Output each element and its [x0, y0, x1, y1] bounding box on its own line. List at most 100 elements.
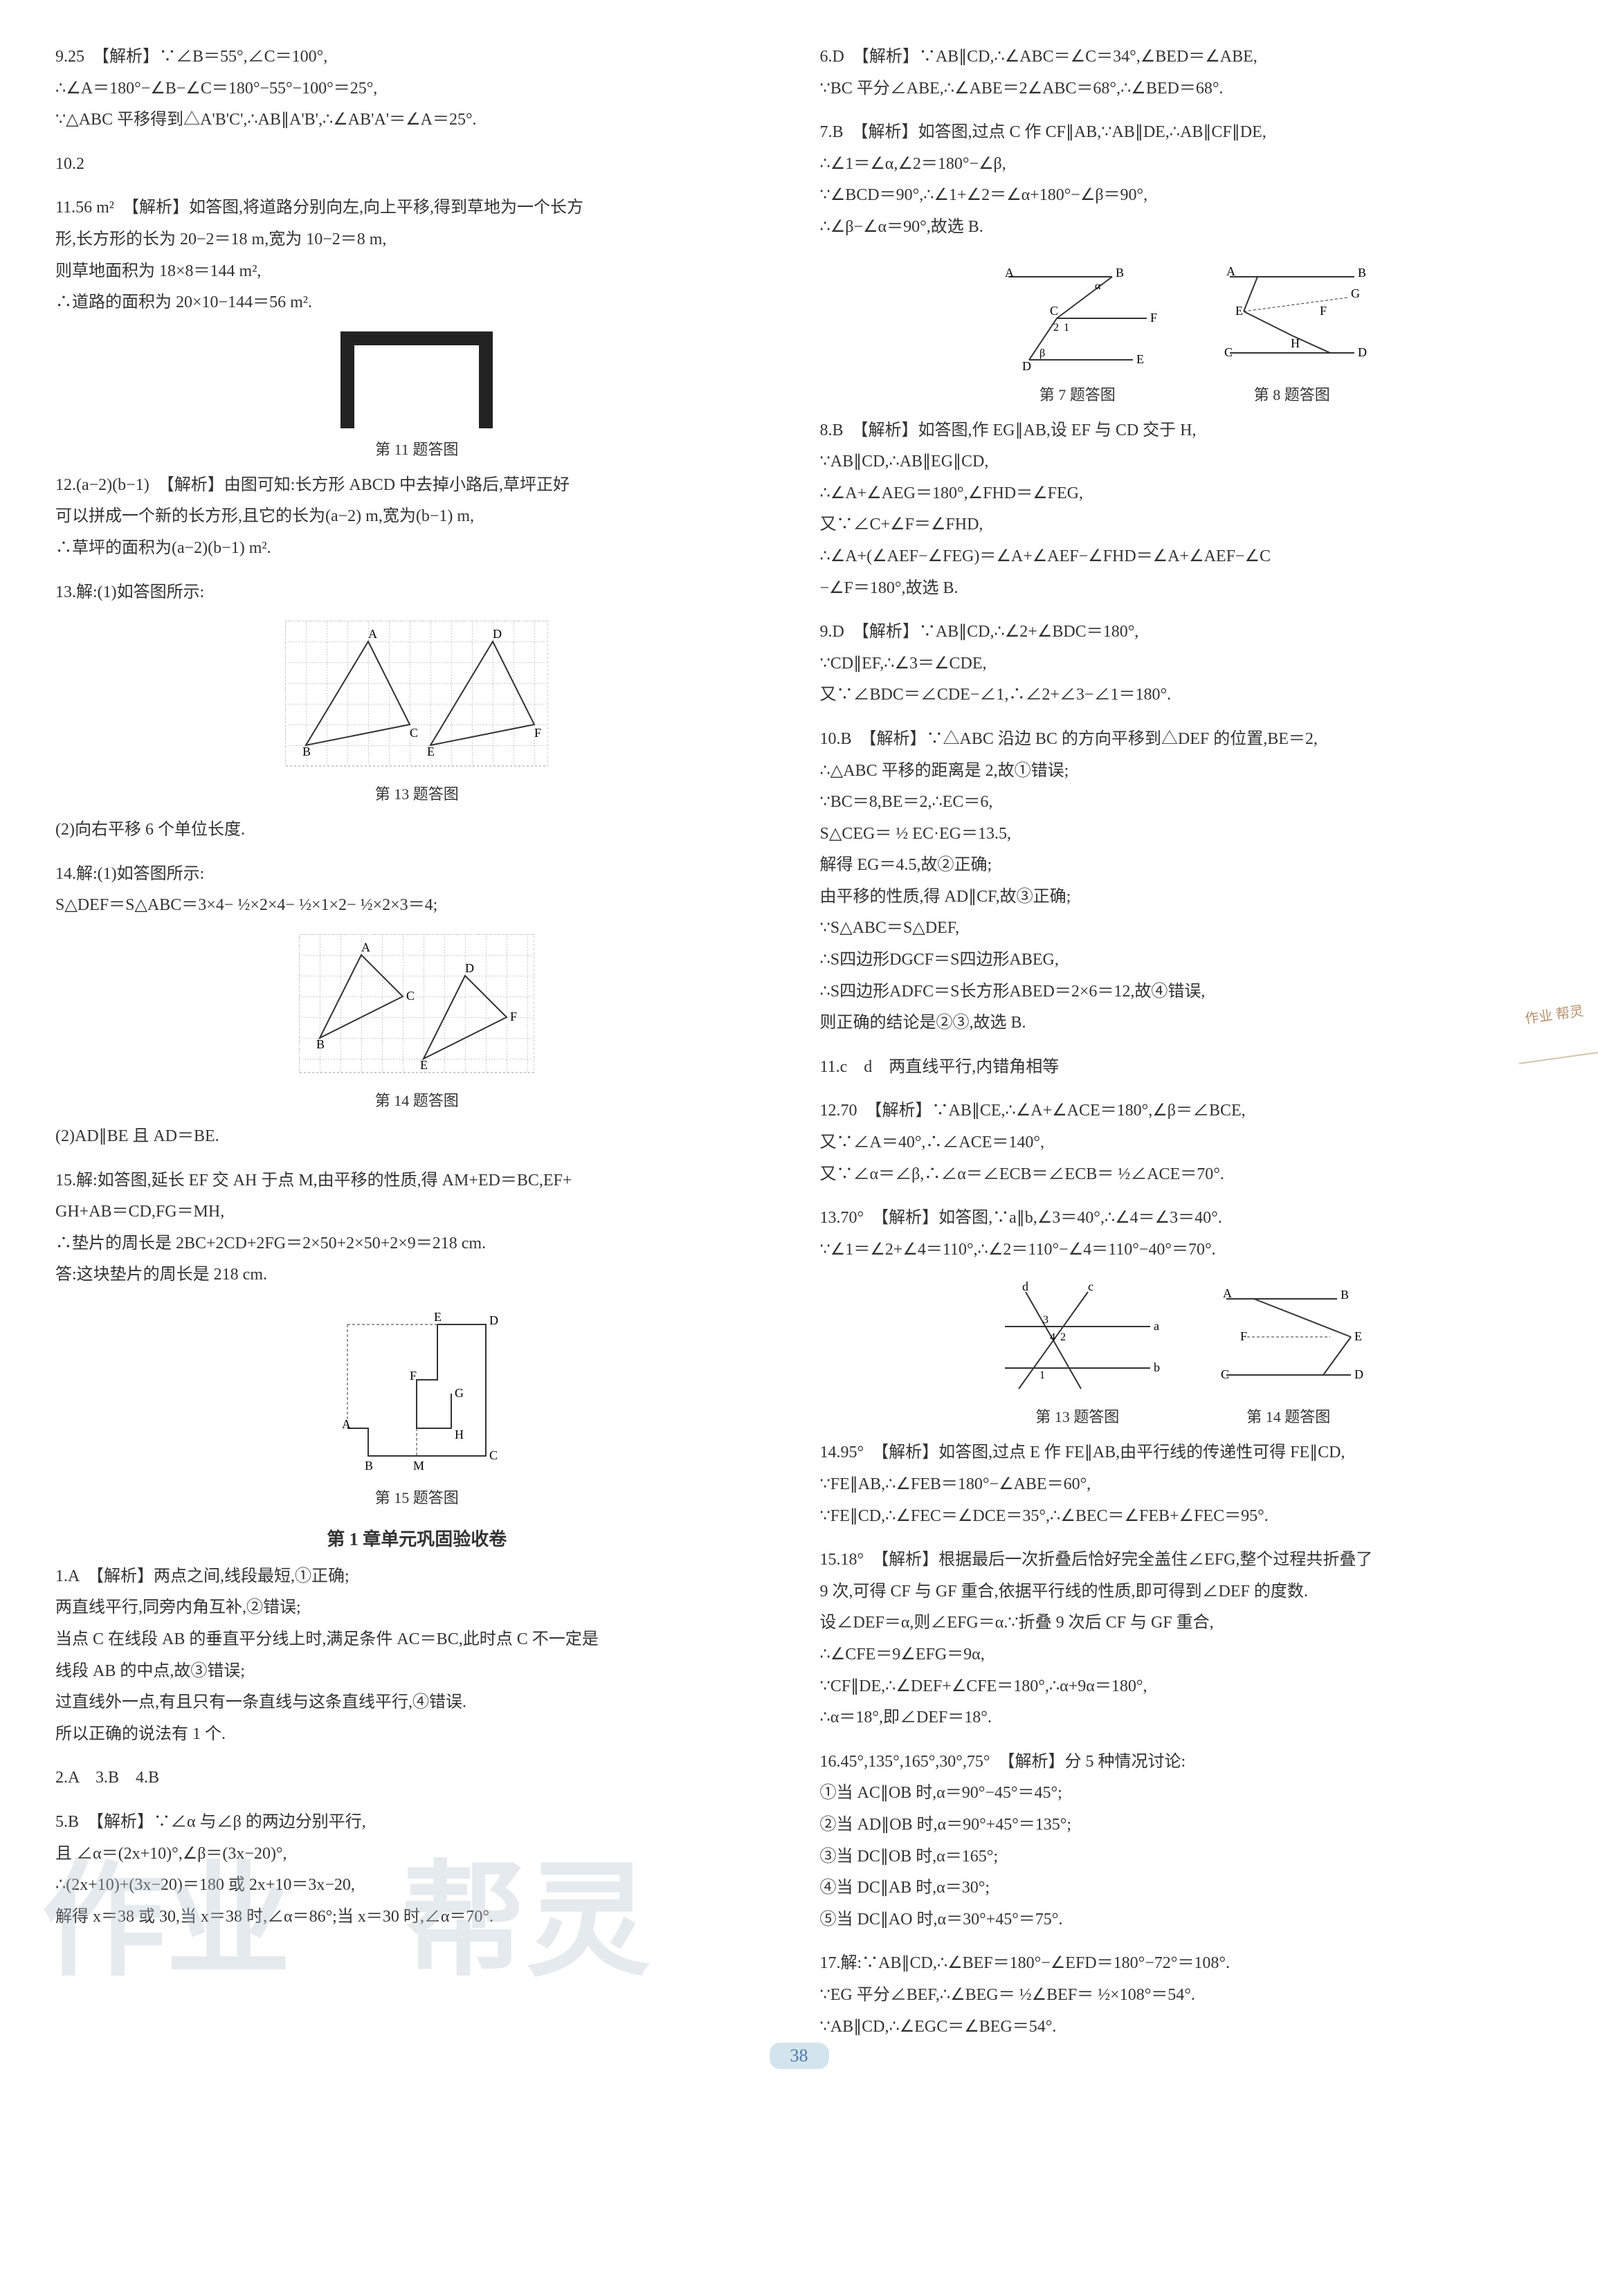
text-line: ∵∠BCD＝90°,∴∠1+∠2＝∠α+180°−∠β＝90°,	[820, 180, 1543, 212]
text-line: ∴草坪的面积为(a−2)(b−1) m².	[55, 533, 779, 565]
svg-text:E: E	[1235, 304, 1243, 318]
text-line: ④当 DC∥AB 时,α＝30°;	[820, 1873, 1543, 1904]
text-line: ∵AB∥CD,∴∠EGC＝∠BEG＝54°.	[820, 2012, 1543, 2043]
svg-text:E: E	[1354, 1329, 1362, 1343]
svg-text:H: H	[455, 1428, 464, 1441]
text-line: 可以拼成一个新的长方形,且它的长为(a−2) m,宽为(b−1) m,	[55, 501, 779, 533]
text-line: ∴S四边形DGCF＝S四边形ABEG,	[820, 945, 1543, 976]
figure-15: AE DB CF GH M 第 15 题答图	[55, 1304, 779, 1508]
solution-text: 13.70° 【解析】如答图,∵a∥b,∠3＝40°,∴∠4＝∠3＝40°. ∵…	[820, 1203, 1543, 1266]
text-line: −∠F＝180°,故选 B.	[820, 573, 1543, 605]
svg-text:1: 1	[1064, 322, 1069, 334]
svg-text:1: 1	[1039, 1369, 1045, 1381]
text-line: 6.D 【解析】∵AB∥CD,∴∠ABC＝∠C＝34°,∠BED＝∠ABE,	[820, 42, 1543, 73]
svg-text:C: C	[1224, 345, 1233, 359]
svg-text:G: G	[1351, 286, 1360, 300]
text-line: 12.(a−2)(b−1) 【解析】由图可知:长方形 ABCD 中去掉小路后,草…	[55, 470, 779, 502]
text-line: 9 次,可得 CF 与 GF 重合,依据平行线的性质,即可得到∠DEF 的度数.	[820, 1576, 1543, 1608]
svg-text:C: C	[406, 989, 415, 1003]
svg-text:F: F	[410, 1369, 417, 1383]
svg-text:D: D	[489, 1313, 498, 1327]
text-line: ∴S四边形ADFC＝S长方形ABED＝2×6＝12,故④错误,	[820, 976, 1543, 1008]
solution-text: 10.2	[55, 149, 779, 181]
svg-text:E: E	[420, 1058, 428, 1072]
text-line: ∵S△ABC＝S△DEF,	[820, 913, 1543, 945]
svg-text:2: 2	[1060, 1331, 1066, 1343]
text-line: ⑤当 DC∥AO 时,α＝30°+45°＝75°.	[820, 1904, 1543, 1936]
solution-text: (2)AD∥BE 且 AD＝BE.	[55, 1121, 779, 1153]
figure-caption: 第 14 题答图	[1206, 1405, 1372, 1427]
text-line: 形,长方形的长为 20−2＝18 m,宽为 10−2＝8 m,	[55, 224, 779, 256]
text-line: 8.B 【解析】如答图,作 EG∥AB,设 EF 与 CD 交于 H,	[820, 415, 1543, 447]
text-line: ②当 AD∥OB 时,α＝90°+45°＝135°;	[820, 1810, 1543, 1841]
svg-text:D: D	[1354, 1367, 1363, 1381]
text-line: 则正确的结论是②③,故选 B.	[820, 1008, 1543, 1039]
figure-13: AB CD EF 第 13 题答图	[55, 621, 779, 804]
text-line: ∴道路的面积为 20×10−144＝56 m².	[55, 287, 779, 319]
text-line: 14.95° 【解析】如答图,过点 E 作 FE∥AB,由平行线的传递性可得 F…	[820, 1437, 1543, 1469]
text-line: ∴∠A＝180°−∠B−∠C＝180°−55°−100°＝25°,	[55, 73, 779, 105]
text-line: 线段 AB 的中点,故③错误;	[55, 1656, 779, 1688]
svg-text:β: β	[1039, 347, 1045, 359]
solution-text: 13.解:(1)如答图所示:	[55, 577, 779, 609]
text-line: ∵AB∥CD,∴AB∥EG∥CD,	[820, 446, 1543, 478]
text-line: 两直线平行,同旁内角互补,②错误;	[55, 1592, 779, 1624]
text-line: 14.解:(1)如答图所示:	[55, 859, 779, 891]
grid-diagram: AB CD EF	[299, 934, 534, 1079]
text-line: S△DEF＝S△ABC＝3×4− ½×2×4− ½×1×2− ½×2×3＝4;	[55, 890, 779, 922]
text-line: 15.解:如答图,延长 EF 交 AH 于点 M,由平移的性质,得 AM+ED＝…	[55, 1165, 779, 1197]
svg-text:D: D	[1022, 359, 1031, 373]
side-tab: 作业 帮灵	[1511, 998, 1598, 1064]
text-line: 解得 x＝38 或 30,当 x＝38 时,∠α＝86°;当 x＝30 时,∠α…	[55, 1902, 779, 1933]
text-line: ①当 AC∥OB 时,α＝90°−45°＝45°;	[820, 1778, 1543, 1810]
text-line: 5.B 【解析】∵∠α 与∠β 的两边分别平行,	[55, 1807, 779, 1839]
text-line: ∴∠A+∠AEG＝180°,∠FHD＝∠FEG,	[820, 478, 1543, 510]
text-line: ∵EG 平分∠BEF,∴∠BEG＝ ½∠BEF＝ ½×108°＝54°.	[820, 1980, 1543, 2012]
svg-text:D: D	[1358, 345, 1367, 359]
text-line: ∵CF∥DE,∴∠DEF+∠CFE＝180°,∴α+9α＝180°,	[820, 1671, 1543, 1703]
angle-diagram: AB CD EF	[1206, 1278, 1372, 1396]
text-line: 9.25 【解析】∵∠B＝55°,∠C＝100°,	[55, 42, 779, 73]
text-line: ∵△ABC 平移得到△A'B'C',∴AB∥A'B',∴∠AB'A'＝∠A＝25…	[55, 104, 779, 136]
text-line: 11.56 m² 【解析】如答图,将道路分别向左,向上平移,得到草地为一个长方	[55, 192, 779, 224]
solution-text: 6.D 【解析】∵AB∥CD,∴∠ABC＝∠C＝34°,∠BED＝∠ABE, ∵…	[820, 42, 1543, 104]
text-line: ∵FE∥AB,∴∠FEB＝180°−∠ABE＝60°,	[820, 1469, 1543, 1501]
solution-text: 17.解:∵AB∥CD,∴∠BEF＝180°−∠EFD＝180°−72°＝108…	[820, 1948, 1543, 2043]
text-line: ∴∠β−∠α＝90°,故选 B.	[820, 212, 1543, 244]
solution-text: 9.D 【解析】∵AB∥CD,∴∠2+∠BDC＝180°, ∵CD∥EF,∴∠3…	[820, 617, 1543, 711]
text-line: ∴∠1＝∠α,∠2＝180°−∠β,	[820, 149, 1543, 181]
text-line: 且 ∠α＝(2x+10)°,∠β＝(3x−20)°,	[55, 1839, 779, 1870]
solution-text: 5.B 【解析】∵∠α 与∠β 的两边分别平行, 且 ∠α＝(2x+10)°,∠…	[55, 1807, 779, 1933]
text-line: ③当 DC∥OB 时,α＝165°;	[820, 1841, 1543, 1873]
text-line: 1.A 【解析】两点之间,线段最短,①正确;	[55, 1561, 779, 1593]
svg-text:A: A	[361, 940, 370, 954]
angle-diagram: AB FC DE α1 2β	[988, 256, 1168, 374]
svg-text:E: E	[434, 1310, 442, 1324]
svg-text:F: F	[1150, 311, 1157, 325]
svg-text:a: a	[1154, 1319, 1159, 1333]
angle-diagram: AB CD EG FH	[1209, 256, 1375, 374]
solution-text: 12.70 【解析】∵AB∥CE,∴∠A+∠ACE＝180°,∠β＝∠BCE, …	[820, 1095, 1543, 1190]
figure-caption: 第 7 题答图	[988, 383, 1168, 405]
figure-caption: 第 8 题答图	[1209, 383, 1375, 405]
solution-text: 2.A 3.B 4.B	[55, 1762, 779, 1794]
svg-text:F: F	[1240, 1329, 1247, 1343]
svg-text:α: α	[1095, 280, 1101, 292]
text-line: 又∵∠A＝40°,∴∠ACE＝140°,	[820, 1127, 1543, 1159]
svg-text:M: M	[413, 1459, 424, 1473]
text-line: 又∵∠BDC＝∠CDE−∠1,∴∠2+∠3−∠1＝180°.	[820, 680, 1543, 711]
text-line: 12.70 【解析】∵AB∥CE,∴∠A+∠ACE＝180°,∠β＝∠BCE,	[820, 1095, 1543, 1127]
svg-text:D: D	[465, 961, 474, 975]
text-line: GH+AB＝CD,FG＝MH,	[55, 1196, 779, 1228]
solution-text: 8.B 【解析】如答图,作 EG∥AB,设 EF 与 CD 交于 H, ∵AB∥…	[820, 415, 1543, 605]
text-line: 则草地面积为 18×8＝144 m²,	[55, 256, 779, 288]
text-line: 7.B 【解析】如答图,过点 C 作 CF∥AB,∵AB∥DE,∴AB∥CF∥D…	[820, 117, 1543, 149]
text-line: 答:这块垫片的周长是 218 cm.	[55, 1259, 779, 1291]
text-line: ∴△ABC 平移的距离是 2,故①错误;	[820, 756, 1543, 787]
text-line: 16.45°,135°,165°,30°,75° 【解析】分 5 种情况讨论:	[820, 1747, 1543, 1778]
svg-text:A: A	[1226, 264, 1235, 278]
text-line: 由平移的性质,得 AD∥CF,故③正确;	[820, 882, 1543, 913]
solution-text: 1.A 【解析】两点之间,线段最短,①正确; 两直线平行,同旁内角互补,②错误;…	[55, 1561, 779, 1751]
solution-text: 15.解:如答图,延长 EF 交 AH 于点 M,由平移的性质,得 AM+ED＝…	[55, 1165, 779, 1291]
text-line: ∵CD∥EF,∴∠3＝∠CDE,	[820, 648, 1543, 680]
